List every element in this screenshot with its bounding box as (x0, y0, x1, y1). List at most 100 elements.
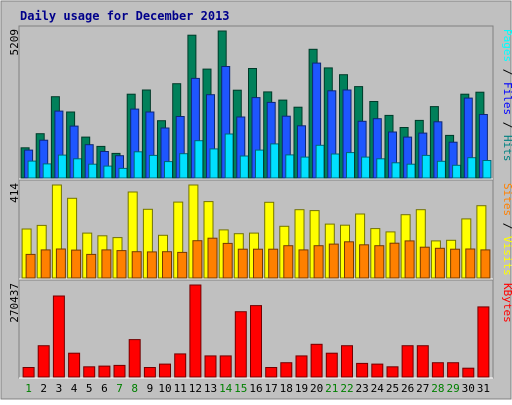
bar-pages-day-25 (391, 162, 401, 179)
day-label-25: 25 (386, 382, 399, 395)
bar-kbytes-day-10 (159, 363, 171, 378)
bar-sites-day-7 (116, 250, 127, 279)
bar-pages-day-4 (73, 158, 83, 179)
legend-entry: KBytes (501, 283, 512, 323)
bar-kbytes-day-7 (113, 364, 126, 378)
legend-entry: / (501, 115, 512, 135)
bar-pages-day-24 (376, 158, 386, 179)
bar-sites-day-18 (283, 245, 294, 279)
day-label-10: 10 (158, 382, 171, 395)
bar-sites-day-20 (313, 245, 324, 279)
bar-kbytes-day-28 (431, 362, 444, 378)
day-label-8: 8 (131, 382, 138, 395)
bar-pages-day-17 (270, 143, 280, 179)
bar-kbytes-day-17 (265, 367, 278, 378)
bar-kbytes-day-26 (401, 345, 414, 378)
day-label-6: 6 (101, 382, 108, 395)
y-max-label: 414 (8, 183, 21, 203)
bar-pages-day-12 (194, 140, 204, 179)
legend-entry: Sites (501, 183, 512, 216)
bar-sites-day-30 (465, 248, 476, 279)
bar-pages-day-18 (285, 154, 295, 179)
day-label-28: 28 (431, 382, 444, 395)
day-label-15: 15 (234, 382, 247, 395)
day-label-26: 26 (401, 382, 414, 395)
bar-sites-day-28 (434, 247, 445, 279)
day-label-2: 2 (40, 382, 47, 395)
bar-sites-day-22 (344, 241, 354, 279)
bar-sites-day-10 (162, 251, 172, 279)
bar-kbytes-day-3 (52, 295, 65, 378)
bar-kbytes-day-24 (371, 363, 384, 378)
y-max-label: 270437 (8, 283, 21, 323)
bar-sites-day-23 (359, 244, 370, 279)
bar-sites-day-17 (268, 248, 279, 279)
day-label-9: 9 (147, 382, 154, 395)
bar-pages-day-13 (209, 148, 219, 179)
bar-sites-day-12 (192, 240, 203, 279)
bar-pages-day-1 (27, 160, 37, 179)
day-label-3: 3 (56, 382, 63, 395)
bar-sites-day-13 (207, 237, 218, 279)
bar-kbytes-day-25 (386, 366, 399, 378)
bar-sites-day-6 (101, 249, 112, 279)
bar-pages-day-10 (164, 161, 173, 179)
bar-kbytes-day-1 (22, 367, 35, 378)
bar-sites-day-1 (25, 253, 36, 279)
panel-legend: Sites / Visits (501, 183, 512, 276)
bar-pages-day-3 (57, 154, 67, 179)
panel-legend: Pages / Files / Hits (501, 29, 512, 162)
legend-entry: / (501, 62, 512, 82)
bar-kbytes-day-18 (280, 362, 293, 378)
bar-kbytes-day-6 (98, 365, 111, 378)
bar-kbytes-day-2 (37, 345, 50, 378)
bar-kbytes-day-31 (477, 306, 490, 378)
bar-kbytes-day-9 (143, 367, 156, 378)
bar-kbytes-day-15 (234, 311, 247, 378)
bar-pages-day-20 (315, 144, 325, 179)
chart-title: Daily usage for December 2013 (20, 9, 230, 23)
bar-sites-day-16 (253, 248, 263, 279)
legend-entry: / (501, 216, 512, 236)
day-label-5: 5 (86, 382, 93, 395)
bar-sites-day-2 (40, 249, 51, 279)
bar-pages-day-5 (88, 163, 98, 179)
bar-sites-day-9 (146, 251, 157, 279)
bar-sites-day-29 (450, 248, 461, 279)
bar-pages-day-28 (436, 160, 446, 179)
day-label-31: 31 (477, 382, 490, 395)
bar-kbytes-day-29 (447, 362, 460, 378)
bar-pages-day-14 (224, 133, 234, 179)
day-label-23: 23 (355, 382, 368, 395)
panel-sites-visits: 414 Sites / Visits (8, 179, 512, 280)
bar-kbytes-day-11 (174, 353, 187, 378)
day-label-22: 22 (340, 382, 353, 395)
day-label-14: 14 (219, 382, 233, 395)
bar-pages-day-23 (361, 156, 371, 179)
day-label-13: 13 (204, 382, 217, 395)
legend-entry: Visits (501, 236, 512, 276)
day-labels: 1 2 3 4 5 6 7 8 9 10 11 12 13 14 15 16 17 18 19 20 21 22 23 24 2… (25, 382, 490, 395)
day-label-1: 1 (25, 382, 32, 395)
day-label-4: 4 (71, 382, 78, 395)
legend-entry: Pages (501, 29, 512, 62)
bar-kbytes-day-4 (68, 352, 81, 378)
day-label-11: 11 (174, 382, 187, 395)
panel-pages-files-hits: 5209 Pages / Files / Hits (8, 25, 512, 180)
day-label-17: 17 (265, 382, 278, 395)
bar-sites-day-25 (389, 242, 400, 279)
bar-pages-day-27 (421, 154, 431, 179)
bar-sites-day-31 (480, 249, 491, 279)
day-label-29: 29 (446, 382, 459, 395)
bar-pages-day-8 (133, 151, 143, 179)
bar-kbytes-day-30 (462, 367, 475, 378)
day-label-24: 24 (371, 382, 385, 395)
day-label-7: 7 (116, 382, 123, 395)
bar-pages-day-7 (118, 167, 128, 179)
day-label-21: 21 (325, 382, 338, 395)
bar-sites-day-4 (71, 249, 82, 279)
day-label-16: 16 (249, 382, 262, 395)
day-label-19: 19 (295, 382, 308, 395)
